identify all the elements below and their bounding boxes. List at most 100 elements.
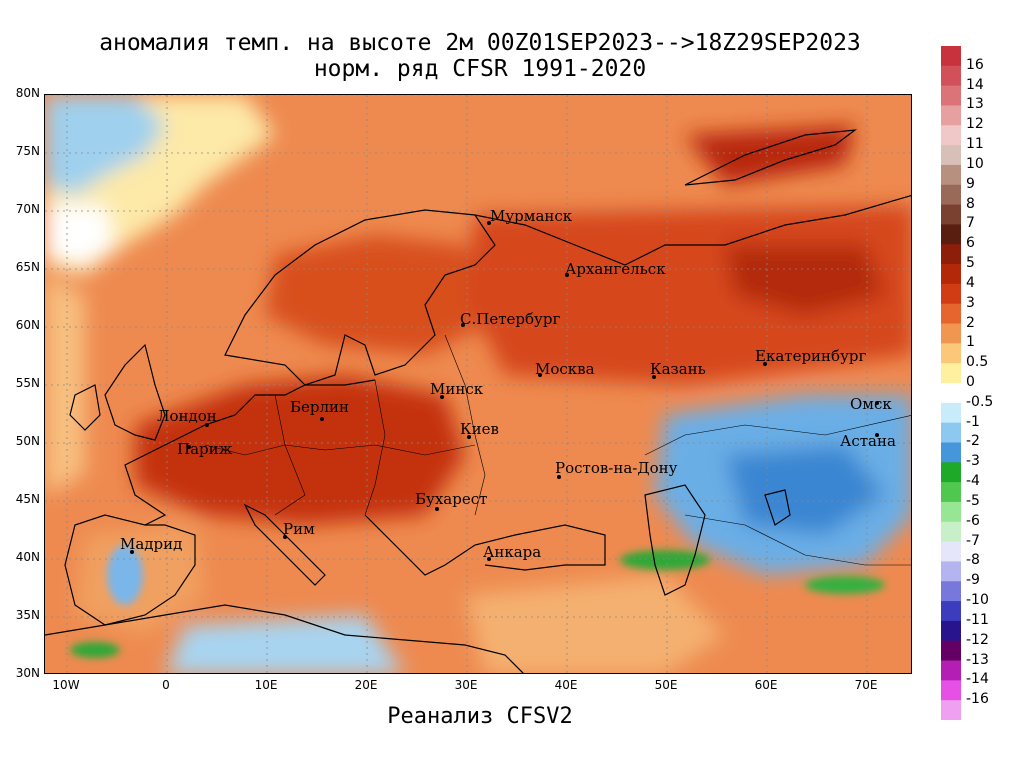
city-marker [487, 557, 491, 561]
city-label: Анкара [483, 543, 542, 561]
city-marker [130, 550, 134, 554]
zone-middle-east [465, 575, 725, 673]
colorbar-swatch [941, 85, 961, 106]
colorbar-label: -4 [966, 473, 980, 490]
city-marker [320, 417, 324, 421]
colorbar-label: 14 [966, 76, 984, 93]
city-label: Киев [460, 420, 499, 438]
colorbar-swatch [941, 105, 961, 126]
colorbar-swatch [941, 125, 961, 146]
city-marker [435, 507, 439, 511]
colorbar-swatch [941, 422, 961, 443]
coast-italy [243, 503, 326, 586]
border-3 [444, 334, 486, 516]
lat-tick-label: 55N [15, 376, 40, 390]
colorbar-label: 13 [966, 96, 984, 113]
city-marker [875, 433, 879, 437]
colorbar-label: 9 [966, 175, 975, 192]
city-label: Мурманск [490, 207, 573, 225]
colorbar-swatch [941, 501, 961, 523]
coast-north-africa [45, 604, 524, 673]
colorbar-label: -16 [966, 691, 989, 708]
lat-tick-label: 40N [15, 550, 40, 564]
lon-tick-label: 0 [162, 678, 170, 692]
coast-novaya-zemlya [684, 129, 858, 186]
colorbar-label: -12 [966, 631, 989, 648]
city-marker [763, 362, 767, 366]
colorbar-label: 5 [966, 255, 975, 272]
border-6 [684, 514, 911, 566]
city-marker [283, 535, 287, 539]
colorbar-label: 4 [966, 274, 975, 291]
colorbar-swatch [941, 541, 961, 562]
colorbar-label: -14 [966, 671, 989, 688]
colorbar-label: -3 [966, 453, 980, 470]
border-4 [204, 444, 476, 456]
colorbar-label: 11 [966, 136, 984, 153]
lon-tick-label: 20E [354, 678, 378, 692]
colorbar-label: 10 [966, 155, 984, 172]
colorbar-label: 0.5 [966, 354, 989, 371]
colorbar-label: 16 [966, 56, 984, 73]
colorbar-swatch [941, 224, 961, 245]
coast-aral [764, 489, 791, 526]
city-label: Бухарест [415, 490, 488, 508]
colorbar-swatch [941, 521, 961, 543]
city-marker [487, 221, 491, 225]
lon-tick-label: 10W [52, 678, 80, 692]
colorbar-swatch [941, 343, 961, 364]
zone-warm-scandinavia [265, 235, 485, 355]
border-2 [364, 379, 386, 516]
city-marker [557, 475, 561, 479]
city-marker [538, 373, 542, 377]
border-5 [644, 415, 911, 456]
borders [204, 334, 911, 566]
lat-tick-label: 50N [15, 434, 40, 448]
city-label: С.Петербург [460, 310, 561, 328]
map-subtitle: норм. ряд CFSR 1991-2020 [313, 56, 647, 82]
coastlines [45, 129, 911, 673]
city-label: Архангельск [565, 260, 666, 278]
anomaly-map: Мурманск Архангельск С.Петербург Москва Каза… [44, 94, 912, 674]
lat-tick-label: 35N [15, 608, 40, 622]
coast-black-sea [364, 514, 606, 576]
lon-tick-label: 30E [454, 678, 478, 692]
reanalysis-label: Реанализ CFSV2 [387, 704, 573, 729]
lat-tick-label: 65N [15, 260, 40, 274]
colorbar-label: -6 [966, 512, 980, 529]
zone-cool-portugal [107, 545, 143, 605]
lon-tick-label: 10E [254, 678, 278, 692]
colorbar [941, 46, 961, 720]
colorbar-swatch [941, 184, 961, 206]
zone-cold-kazakhstan [725, 445, 885, 535]
zone-hot-central-europe [135, 375, 465, 525]
coast-russia-north [474, 194, 911, 266]
city-marker [467, 435, 471, 439]
lon-tick-label: 60E [754, 678, 778, 692]
zone-cool-greenland-sea [45, 95, 165, 195]
coast-france-west [124, 439, 176, 526]
lat-tick-label: 60N [15, 318, 40, 332]
colorbar-label: -13 [966, 651, 989, 668]
colorbar-swatch [941, 581, 961, 602]
city-marker [652, 375, 656, 379]
colorbar-swatch [941, 680, 961, 701]
coast-britain [104, 343, 166, 441]
zone-neutral-iceland [45, 205, 115, 265]
colorbar-swatch [941, 46, 961, 67]
zone-green-central-asia [805, 576, 885, 594]
colorbar-label: 7 [966, 215, 975, 232]
colorbar-label: -1 [966, 413, 980, 430]
colorbar-label: 0 [966, 374, 975, 390]
city-label: Казань [650, 360, 706, 378]
colorbar-label: -7 [966, 532, 980, 549]
colorbar-swatch [941, 244, 961, 265]
colorbar-label: 8 [966, 195, 975, 212]
colorbar-label: 1 [966, 334, 975, 351]
colorbar-swatch [941, 620, 961, 642]
colorbar-label: -2 [966, 433, 980, 450]
colorbar-swatch [941, 462, 961, 483]
lat-tick-label: 30N [15, 666, 40, 680]
coast-north-sea [174, 379, 376, 441]
city-label: Ростов-на-Дону [555, 459, 678, 477]
